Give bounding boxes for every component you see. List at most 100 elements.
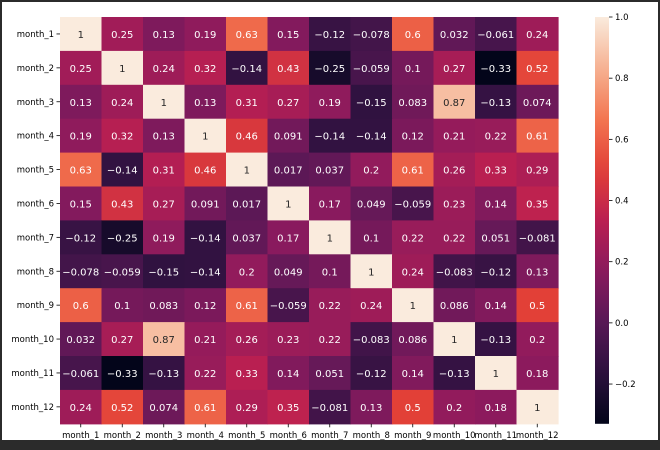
cell-r8-c6 <box>267 254 310 289</box>
cell-label-r3-c10: 0.87 <box>443 98 465 109</box>
cell-r8-c12 <box>516 254 559 289</box>
cell-label-r5-c8: 0.2 <box>363 166 379 177</box>
cell-label-r9-c6: −0.059 <box>270 301 307 312</box>
cell-r8-c10 <box>433 254 476 289</box>
x-tick-label-10: month_10 <box>433 431 476 440</box>
cell-r6-c3 <box>143 186 186 221</box>
x-tick-label-11: month_11 <box>474 431 517 440</box>
cell-label-r4-c9: 0.12 <box>402 132 424 143</box>
cell-r7-c8 <box>350 220 393 255</box>
y-tick-label-1: month_1 <box>17 30 54 40</box>
cell-r10-c10 <box>433 322 476 357</box>
correlation-heatmap: 1 0.25 0.13 0.19 0.63 0.15 −0.12 −0.078 0.6 0.032… <box>11 13 636 440</box>
x-tick-label-3: month_3 <box>145 431 182 440</box>
cell-label-r2-c10: 0.27 <box>443 64 465 75</box>
cell-r3-c4 <box>184 84 227 120</box>
cell-label-r12-c5: 0.29 <box>236 403 258 414</box>
cell-label-r3-c5: 0.31 <box>236 98 258 109</box>
y-tick-label-5: month_5 <box>17 166 54 176</box>
cell-r11-c7 <box>309 356 352 391</box>
cell-r5-c12 <box>516 152 559 188</box>
cell-r6-c10 <box>433 186 476 221</box>
cell-r8-c3 <box>143 254 186 289</box>
cell-r2-c9 <box>392 50 435 86</box>
colorbar: −0.2 0.0 0.2 0.4 0.6 0.8 1.0 <box>595 13 636 424</box>
cell-r5-c4 <box>184 152 227 188</box>
cell-r5-c3 <box>143 152 186 188</box>
cell-r12-c5 <box>226 389 269 425</box>
cell-r11-c11 <box>475 356 518 391</box>
cell-label-r7-c4: −0.14 <box>190 233 221 244</box>
cell-r12-c3 <box>143 389 186 425</box>
y-tick-label-3: month_3 <box>17 98 54 108</box>
cell-r6-c9 <box>392 186 435 221</box>
cell-label-r1-c7: −0.12 <box>314 30 345 41</box>
cell-label-r4-c7: −0.14 <box>314 132 345 143</box>
cell-r5-c10 <box>433 152 476 188</box>
cell-r8-c4 <box>184 254 227 289</box>
cell-label-r6-c8: 0.049 <box>357 199 386 210</box>
cell-label-r5-c9: 0.61 <box>402 166 424 177</box>
cell-r7-c2 <box>101 220 144 255</box>
cell-label-r7-c7: 1 <box>327 233 333 244</box>
cell-label-r11-c9: 0.14 <box>402 369 424 380</box>
cell-label-r11-c12: 0.18 <box>526 369 548 380</box>
cell-r1-c6 <box>267 17 310 52</box>
cell-label-r1-c3: 0.13 <box>153 30 175 41</box>
cell-r10-c9 <box>392 322 435 357</box>
cell-label-r2-c2: 1 <box>119 64 125 75</box>
cell-label-r6-c7: 0.17 <box>319 199 341 210</box>
cell-label-r1-c12: 0.24 <box>526 30 548 41</box>
cell-r9-c10 <box>433 288 476 323</box>
cell-r8-c1 <box>60 254 103 289</box>
cell-label-r1-c4: 0.19 <box>194 30 216 41</box>
cell-label-r12-c12: 1 <box>534 403 540 414</box>
cell-r1-c9 <box>392 17 435 52</box>
cell-r4-c3 <box>143 118 186 154</box>
colorbar-tick-label-1: −0.2 <box>615 380 636 390</box>
cell-label-r5-c2: −0.14 <box>107 166 138 177</box>
cell-label-r2-c4: 0.32 <box>194 64 216 75</box>
cell-r4-c1 <box>60 118 103 154</box>
y-tick-label-8: month_8 <box>17 267 54 277</box>
cell-label-r7-c12: −0.081 <box>519 233 556 244</box>
cell-label-r3-c8: −0.15 <box>356 98 387 109</box>
y-tick-label-7: month_7 <box>17 233 54 243</box>
cell-label-r7-c11: 0.051 <box>481 233 510 244</box>
cell-label-r3-c6: 0.27 <box>277 98 299 109</box>
cell-r9-c1 <box>60 288 103 323</box>
cell-r11-c2 <box>101 356 144 391</box>
cell-label-r10-c11: −0.13 <box>480 335 511 346</box>
cell-r8-c8 <box>350 254 393 289</box>
cell-r4-c12 <box>516 118 559 154</box>
cell-label-r4-c3: 0.13 <box>153 132 175 143</box>
cell-r5-c2 <box>101 152 144 188</box>
cell-r3-c5 <box>226 84 269 120</box>
cell-label-r11-c1: −0.061 <box>62 369 99 380</box>
cell-r4-c8 <box>350 118 393 154</box>
colorbar-tick-label-5: 0.6 <box>615 135 629 145</box>
cell-label-r4-c12: 0.61 <box>526 132 548 143</box>
cell-label-r12-c10: 0.2 <box>446 403 462 414</box>
cell-label-r9-c7: 0.22 <box>319 301 341 312</box>
cell-r12-c4 <box>184 389 227 425</box>
cell-label-r10-c10: 1 <box>451 335 457 346</box>
cell-r6-c5 <box>226 186 269 221</box>
cell-r10-c6 <box>267 322 310 357</box>
cell-label-r9-c3: 0.083 <box>149 301 178 312</box>
cell-label-r3-c1: 0.13 <box>70 98 92 109</box>
y-tick-label-9: month_9 <box>17 301 54 311</box>
cell-r6-c12 <box>516 186 559 221</box>
cell-r9-c8 <box>350 288 393 323</box>
cell-label-r9-c1: 0.6 <box>73 301 89 312</box>
cell-label-r2-c9: 0.1 <box>405 64 421 75</box>
cell-r10-c4 <box>184 322 227 357</box>
cell-r9-c9 <box>392 288 435 323</box>
cell-label-r6-c10: 0.23 <box>443 199 465 210</box>
cell-r6-c11 <box>475 186 518 221</box>
cell-label-r10-c2: 0.27 <box>111 335 133 346</box>
x-axis-ticks: month_1 month_2 month_3 month_4 month_5 month… <box>62 423 559 440</box>
cell-r7-c1 <box>60 220 103 255</box>
cell-label-r10-c12: 0.2 <box>529 335 545 346</box>
cell-label-r8-c5: 0.2 <box>239 267 255 278</box>
